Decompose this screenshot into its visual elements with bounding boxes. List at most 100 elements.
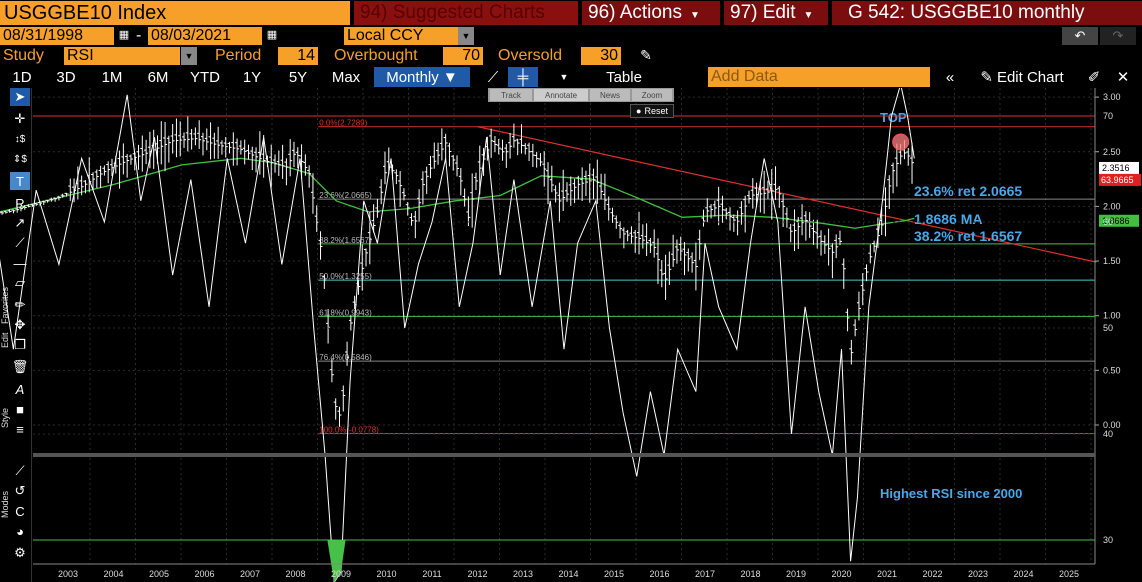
ray-icon[interactable]: R — [15, 195, 25, 211]
zoom-button[interactable]: Zoom — [632, 89, 672, 101]
move-icon[interactable]: ✥ — [14, 317, 26, 332]
gear-icon[interactable]: ⚙ — [14, 545, 26, 560]
ma-value-label: 1.8686 — [1102, 216, 1130, 226]
trendline-icon[interactable]: ⟋ — [15, 235, 25, 250]
ohlc-bar-icon[interactable]: ╪ — [508, 67, 538, 87]
period-input[interactable]: 14 — [278, 47, 318, 65]
price-range-icon[interactable]: ↕$ — [14, 133, 26, 145]
edit-menu-button[interactable]: 97) Edit ▼ — [724, 1, 828, 25]
oversold-input[interactable]: 30 — [581, 47, 621, 65]
line-chart-icon[interactable]: ⟋ — [480, 67, 506, 87]
tab-1y[interactable]: 1Y — [230, 67, 274, 87]
font-icon[interactable]: A — [15, 381, 25, 397]
overbought-label: Overbought — [334, 47, 418, 64]
tab-6m[interactable]: 6M — [136, 67, 180, 87]
x-tick-label: 2004 — [103, 569, 123, 579]
edit-icon[interactable]: ✐ — [1082, 67, 1106, 87]
grid — [33, 88, 1095, 564]
palette-icon[interactable]: ◕ — [16, 523, 24, 539]
overlay-toolbar: Track Annotate News Zoom — [488, 88, 674, 102]
table-button[interactable]: Table — [584, 67, 664, 87]
tab-1d[interactable]: 1D — [2, 67, 42, 87]
date-separator: - — [136, 27, 142, 44]
settings-icon[interactable]: ✕ — [1110, 67, 1136, 87]
last-price-tag — [1099, 161, 1139, 174]
x-tick-label: 2006 — [194, 569, 214, 579]
calendar-icon[interactable]: ▦ — [118, 29, 130, 41]
copy-icon[interactable]: ❐ — [14, 337, 26, 352]
x-tick-label: 2014 — [558, 569, 578, 579]
rsi-tick-label: 60 — [1103, 217, 1113, 227]
date-to-field[interactable]: 08/03/2021 — [148, 27, 262, 45]
chevron-down-icon[interactable]: ▼ — [181, 47, 197, 65]
study-select[interactable]: RSI — [64, 47, 180, 65]
tab-max[interactable]: Max — [322, 67, 370, 87]
line-tool-icon[interactable]: ↗ — [14, 215, 26, 230]
x-tick-label: 2020 — [831, 569, 851, 579]
rsi-last-label: 63.9665 — [1101, 175, 1134, 185]
security-field[interactable]: USGGBE10 Index — [0, 1, 350, 25]
crosshair-icon[interactable]: ✛ — [14, 111, 26, 126]
chevron-down-icon[interactable]: ▼ — [458, 27, 474, 45]
annotate-label: Annotate — [544, 90, 578, 100]
x-tick-label: 2017 — [695, 569, 715, 579]
draw-mode-icon[interactable]: ⟋ — [15, 463, 25, 478]
curve-icon[interactable]: C — [15, 503, 25, 519]
suggested-charts-button[interactable]: 94) Suggested Charts — [354, 1, 578, 25]
x-tick-label: 2003 — [58, 569, 78, 579]
header-bar: USGGBE10 Index 94) Suggested Charts 96) … — [0, 0, 1142, 26]
fib-level-label: 100.0%(-0.0778) — [319, 426, 379, 435]
pencil-icon: ✎ — [980, 69, 993, 86]
reset-label: Reset — [644, 106, 668, 116]
add-data-input[interactable]: Add Data — [708, 67, 930, 87]
channel-icon[interactable]: ▱ — [15, 275, 25, 290]
rsi-line — [0, 88, 915, 582]
annotate-button[interactable]: Annotate — [534, 89, 588, 101]
news-button[interactable]: News — [590, 89, 630, 101]
fill-icon[interactable]: ■ — [16, 401, 24, 417]
period-select[interactable]: Monthly ▼ — [374, 67, 470, 87]
fib-level-label: 61.8%(0.9943) — [319, 308, 372, 317]
calendar-icon[interactable]: ▦ — [266, 29, 278, 41]
actions-button[interactable]: 96) Actions ▼ — [582, 1, 720, 25]
last-price-label: 2.3516 — [1102, 163, 1130, 173]
x-tick-label: 2024 — [1013, 569, 1033, 579]
track-button[interactable]: Track — [490, 89, 532, 101]
undo-icon[interactable]: ↶ — [1062, 27, 1098, 45]
pencil-icon[interactable]: ✎ — [640, 47, 652, 63]
period-label: Period — [215, 47, 262, 64]
currency-select[interactable]: Local CCY — [344, 27, 458, 45]
trash-icon[interactable]: 🗑 — [11, 359, 29, 374]
text-tool-icon[interactable]: T — [10, 172, 30, 190]
chart-background — [33, 88, 1095, 582]
ret236-annotation: 23.6% ret 2.0665 — [914, 183, 1022, 199]
overbought-input[interactable]: 70 — [443, 47, 483, 65]
y-tick-label: 1.00 — [1103, 311, 1121, 321]
tab-5y[interactable]: 5Y — [276, 67, 320, 87]
price-compare-icon[interactable]: ⇕$ — [13, 153, 27, 165]
tab-ytd[interactable]: YTD — [182, 67, 228, 87]
hline-icon[interactable]: — — [13, 255, 27, 271]
axes: 2003 2004 2005 2006 2007 2008 2009 2010 2011 2012… — [33, 88, 1141, 579]
date-from-field[interactable]: 08/31/1998 — [0, 27, 114, 45]
tab-1m[interactable]: 1M — [90, 67, 134, 87]
ma-value-tag — [1099, 214, 1139, 227]
tab-3d[interactable]: 3D — [44, 67, 88, 87]
cursor-icon[interactable]: ➤ — [10, 88, 30, 106]
line-style-icon[interactable]: ≡ — [16, 421, 24, 437]
fib-retracement: 0.0%(2.7289) 23.6%(2.0665) 38.2%(1.6567) 50… — [318, 119, 1095, 435]
reset-button[interactable]: ● Reset — [630, 104, 674, 118]
x-tick-label: 2013 — [513, 569, 533, 579]
collapse-icon[interactable]: « — [936, 67, 964, 87]
y-tick-label: 3.00 — [1103, 92, 1121, 102]
fib-level-label: 0.0%(2.7289) — [319, 119, 367, 128]
rsi-oversold-fill — [327, 540, 346, 582]
edit-chart-button[interactable]: ✎ Edit Chart — [966, 67, 1078, 87]
ma-line — [0, 157, 915, 229]
rsi-annotation: Highest RSI since 2000 — [880, 486, 1022, 501]
chart-area[interactable]: 0.0%(2.7289) 23.6%(2.0665) 38.2%(1.6567) 50… — [0, 88, 1142, 582]
redo-icon[interactable]: ↷ — [1100, 27, 1136, 45]
fib-level-label: 23.6%(2.0665) — [319, 191, 372, 200]
chevron-down-icon[interactable]: ▼ — [550, 67, 578, 87]
undo-draw-icon[interactable]: ↺ — [14, 483, 26, 498]
